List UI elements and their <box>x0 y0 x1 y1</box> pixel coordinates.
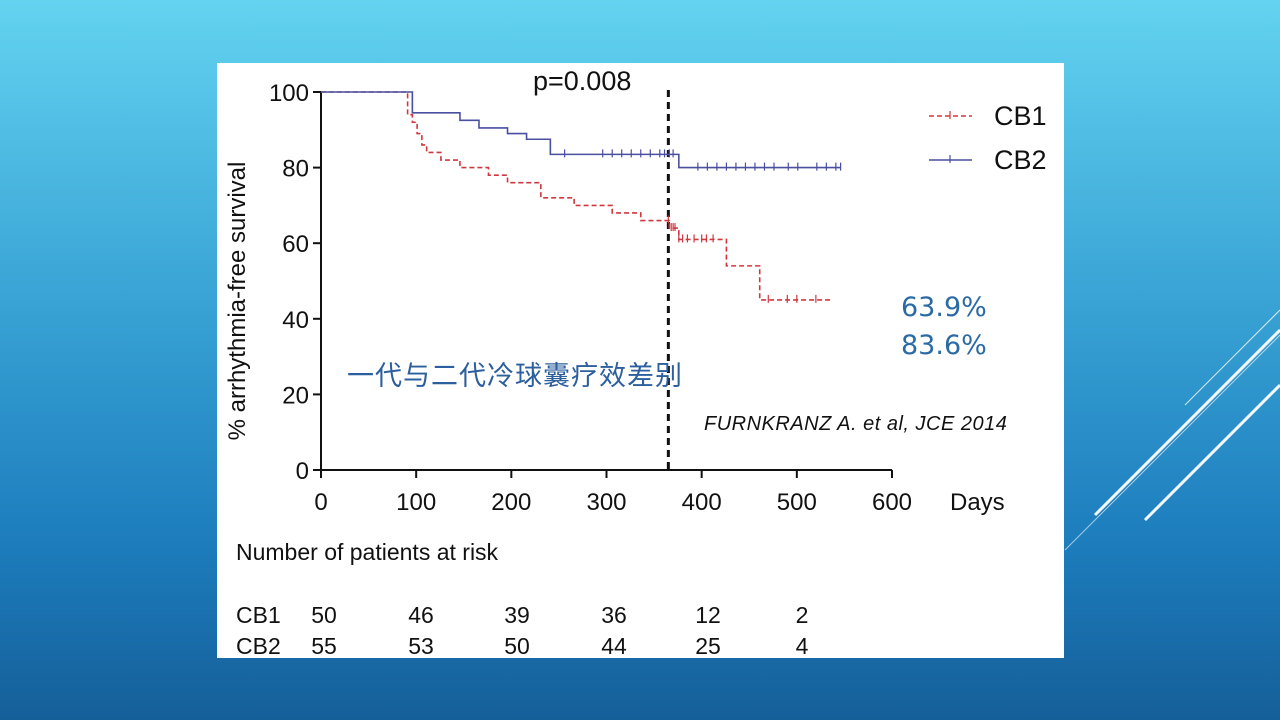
km-survival-chart: 0 20 40 60 80 100 0 100 200 300 400 500 600 Days % arr… <box>224 66 1047 658</box>
x-tick-label: 400 <box>682 489 722 516</box>
chinese-caption: 一代与二代冷球囊疗效差别 <box>347 361 683 392</box>
y-tick-label: 60 <box>282 231 309 258</box>
y-axis-title: % arrhythmia-free survival <box>224 162 251 441</box>
risk-row-label: CB1 <box>236 602 281 628</box>
x-tick-label: 500 <box>777 489 817 516</box>
series-line-cb1 <box>321 91 832 301</box>
labels-group: 0 20 40 60 80 100 0 100 200 300 400 500 600 Days % arr… <box>224 66 1047 658</box>
y-tick-label: 80 <box>282 156 309 183</box>
x-tick-label: 600 <box>872 489 912 516</box>
series-line-cb2 <box>321 91 841 169</box>
legend-label-cb2: CB2 <box>994 145 1047 175</box>
risk-cell: 44 <box>601 633 627 658</box>
risk-table-title: Number of patients at risk <box>236 539 499 565</box>
risk-cell: 50 <box>504 633 530 658</box>
risk-cell: 4 <box>796 633 809 658</box>
citation-text: FURNKRANZ A. et al, JCE 2014 <box>704 413 1008 435</box>
x-tick-label: 0 <box>314 489 327 516</box>
x-tick-label: 200 <box>491 489 531 516</box>
km-figure-panel: 0 20 40 60 80 100 0 100 200 300 400 500 600 Days % arr… <box>217 63 1064 658</box>
y-tick-label: 0 <box>296 458 309 485</box>
risk-cell: 55 <box>311 633 337 658</box>
risk-cell: 50 <box>311 602 337 628</box>
cb1-rate-label: 63.9% <box>901 292 987 323</box>
legend-label-cb1: CB1 <box>994 101 1047 131</box>
y-tick-label: 40 <box>282 307 309 334</box>
risk-cell: 39 <box>504 602 530 628</box>
y-tick-label: 20 <box>282 382 309 409</box>
risk-cell: 46 <box>408 602 434 628</box>
x-tick-label: 100 <box>396 489 436 516</box>
cb2-rate-label: 83.6% <box>901 330 987 361</box>
y-tick-label: 100 <box>269 80 309 107</box>
risk-cell: 12 <box>695 602 721 628</box>
series-group <box>321 91 972 303</box>
axes-group <box>313 90 893 478</box>
p-value-annotation: p=0.008 <box>533 66 631 96</box>
risk-cell: 36 <box>601 602 627 628</box>
x-axis-title: Days <box>950 489 1005 516</box>
x-tick-label: 300 <box>586 489 626 516</box>
risk-cell: 2 <box>796 602 809 628</box>
risk-cell: 25 <box>695 633 721 658</box>
risk-cell: 53 <box>408 633 434 658</box>
risk-row-label: CB2 <box>236 633 281 658</box>
